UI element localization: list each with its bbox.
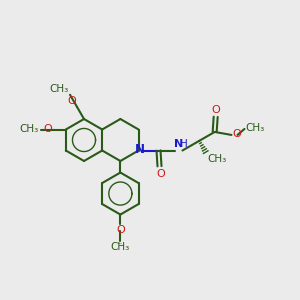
Text: N: N [135,143,145,156]
Text: N: N [174,139,183,149]
Text: CH₃: CH₃ [245,123,265,133]
Text: O: O [211,105,220,115]
Text: O: O [116,224,125,235]
Text: CH₃: CH₃ [208,154,227,164]
Text: O: O [232,129,241,139]
Text: methyl: methyl [118,242,123,244]
Text: O: O [67,96,76,106]
Text: CH₃: CH₃ [50,84,69,94]
Text: CH₃: CH₃ [111,242,130,251]
Text: CH₃: CH₃ [20,124,39,134]
Text: O: O [43,124,52,134]
Text: H: H [180,139,188,149]
Text: O: O [156,169,165,179]
